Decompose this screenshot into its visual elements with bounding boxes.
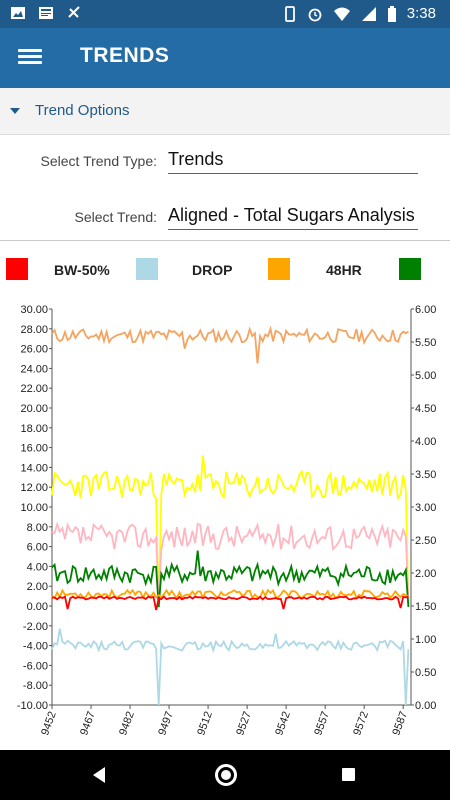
news-icon: [39, 7, 53, 19]
y-left-tick-label: 20.00: [20, 403, 48, 415]
status-bar: 3:38: [0, 0, 450, 28]
y-right-tick-label: 1.00: [415, 634, 436, 646]
y-right-tick-label: 0.00: [415, 700, 436, 712]
y-left-tick-label: 22.00: [20, 383, 48, 395]
trend-options-panel: Trend Options Select Trend Type: Trends …: [0, 88, 450, 241]
y-right-tick-label: 5.00: [415, 370, 436, 382]
series-line-5: [51, 595, 409, 611]
series-line-6: [51, 628, 410, 706]
y-right-tick-label: 4.00: [415, 436, 436, 448]
trend-chart: 30.00 28.00 26.00 24.00 22.00 20.00 18.00 16.00…: [17, 304, 437, 737]
y-right-tick-label: 5.50: [415, 337, 436, 349]
legend-swatch-4: [399, 258, 421, 280]
y-left-tick-label: 8.00: [27, 522, 48, 534]
y-left-tick-label: 0.00: [27, 601, 48, 613]
y-right-tick-label: 3.50: [415, 469, 436, 481]
y-right-tick-label: 2.50: [415, 535, 436, 547]
y-left-tick-label: 4.00: [27, 561, 48, 573]
y-left-tick-label: 2.00: [27, 581, 48, 593]
series-line-0: [51, 325, 409, 364]
page-title: TRENDS: [80, 44, 170, 67]
x-tick-label: 9572: [351, 710, 371, 737]
y-left-tick-label: 14.00: [20, 462, 48, 474]
recent-apps-icon[interactable]: [342, 768, 355, 781]
expand-caret-icon: [10, 108, 20, 114]
x-tick-label: 9527: [234, 710, 254, 737]
y-left-tick-label: 30.00: [20, 304, 48, 316]
x-tick-label: 9587: [390, 710, 410, 737]
legend-label-drop: DROP: [192, 262, 233, 278]
trend-type-select[interactable]: Trends: [168, 149, 418, 174]
y-left-tick-label: 12.00: [20, 482, 48, 494]
y-right-tick-label: 1.50: [415, 601, 436, 613]
system-nav-bar: [0, 750, 450, 800]
y-left-tick-label: -4.00: [23, 641, 48, 653]
x-tick-label: 9482: [117, 710, 137, 737]
y-right-tick-label: 3.00: [415, 502, 436, 514]
y-left-tick-label: 10.00: [20, 502, 48, 514]
chart-legend: BW-50% DROP 48HR: [0, 256, 450, 286]
vibrate-icon: [284, 5, 295, 22]
series-line-2: [51, 521, 410, 602]
series-line-3: [51, 550, 410, 608]
y-left-tick-label: 26.00: [20, 344, 48, 356]
trend-type-label: Select Trend Type:: [40, 153, 157, 169]
legend-swatch-48hr: [268, 258, 290, 280]
battery-icon: [387, 5, 396, 22]
y-right-tick-label: 0.50: [415, 667, 436, 679]
alarm-icon: [308, 8, 322, 21]
home-icon[interactable]: [215, 764, 237, 786]
status-right: 3:38: [283, 5, 436, 22]
x-tick-label: 9467: [78, 710, 98, 737]
trend-options-header[interactable]: Trend Options: [0, 88, 450, 135]
y-right-tick-label: 4.50: [415, 403, 436, 415]
trend-select[interactable]: Aligned - Total Sugars Analysis: [168, 205, 418, 230]
y-left-tick-label: 18.00: [20, 423, 48, 435]
y-left-tick-label: 28.00: [20, 324, 48, 336]
y-left-tick-label: -10.00: [17, 700, 48, 712]
series-line-1: [51, 455, 410, 609]
trend-label: Select Trend:: [74, 209, 158, 225]
y-left-tick-label: 6.00: [27, 542, 48, 554]
no-notification-icon: [68, 6, 80, 18]
status-left-icons: [10, 5, 82, 21]
x-tick-label: 9512: [195, 710, 215, 737]
legend-swatch-bw50: [6, 258, 28, 280]
y-left-tick-label: -2.00: [23, 621, 48, 633]
series-line-4: [51, 588, 409, 600]
legend-label-bw50: BW-50%: [54, 262, 110, 278]
trend-options-title: Trend Options: [35, 102, 130, 119]
wifi-icon: [333, 7, 350, 21]
status-time: 3:38: [406, 5, 436, 22]
app-bar: TRENDS: [0, 28, 450, 88]
x-tick-label: 9497: [156, 710, 176, 737]
x-tick-label: 9452: [39, 710, 59, 737]
y-right-tick-label: 6.00: [415, 304, 436, 316]
y-left-tick-label: 24.00: [20, 363, 48, 375]
y-left-tick-label: 16.00: [20, 443, 48, 455]
image-icon: [11, 7, 25, 19]
x-tick-label: 9557: [312, 710, 332, 737]
legend-swatch-drop: [136, 258, 158, 280]
back-icon[interactable]: [93, 767, 105, 783]
signal-icon: [361, 6, 376, 21]
hamburger-menu-icon[interactable]: [18, 46, 42, 70]
y-right-tick-label: 2.00: [415, 568, 436, 580]
legend-label-48hr: 48HR: [326, 262, 362, 278]
y-left-tick-label: -6.00: [23, 660, 48, 672]
x-tick-label: 9542: [273, 710, 293, 737]
y-left-tick-label: -8.00: [23, 680, 48, 692]
